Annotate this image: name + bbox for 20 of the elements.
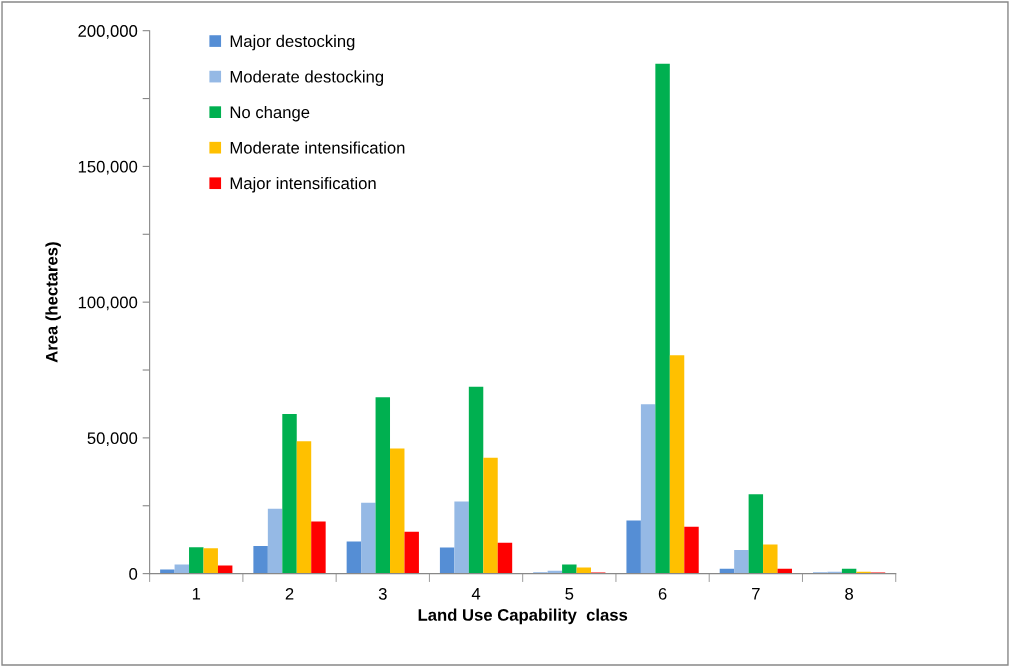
x-tick-label: 1 xyxy=(192,588,201,600)
legend-label: Major intensification xyxy=(230,176,376,193)
x-tick-label: 4 xyxy=(471,588,481,600)
x-tick-label: 7 xyxy=(752,588,760,600)
x-tick-label: 3 xyxy=(378,587,387,600)
x-tick-label: 6 xyxy=(658,587,667,600)
y-tick-label: 0 xyxy=(129,568,138,580)
legend-label: Moderate destocking xyxy=(230,70,384,86)
x-tick-label: 5 xyxy=(565,588,574,600)
legend-label: No change xyxy=(230,105,310,122)
y-tick-label: 50,000 xyxy=(87,432,138,447)
x-tick-label: 2 xyxy=(285,587,294,600)
legend-label: Major destocking xyxy=(230,34,355,51)
y-tick-label: 150,000 xyxy=(78,160,138,175)
legend-label: Moderate intensification xyxy=(230,141,405,154)
y-tick-label: 200,000 xyxy=(78,25,138,39)
x-axis-title: Land Use Capability class xyxy=(418,608,628,625)
y-axis-title: Area (hectares) xyxy=(45,242,61,363)
x-tick-label: 8 xyxy=(845,587,854,600)
y-tick-label: 100,000 xyxy=(78,296,138,311)
